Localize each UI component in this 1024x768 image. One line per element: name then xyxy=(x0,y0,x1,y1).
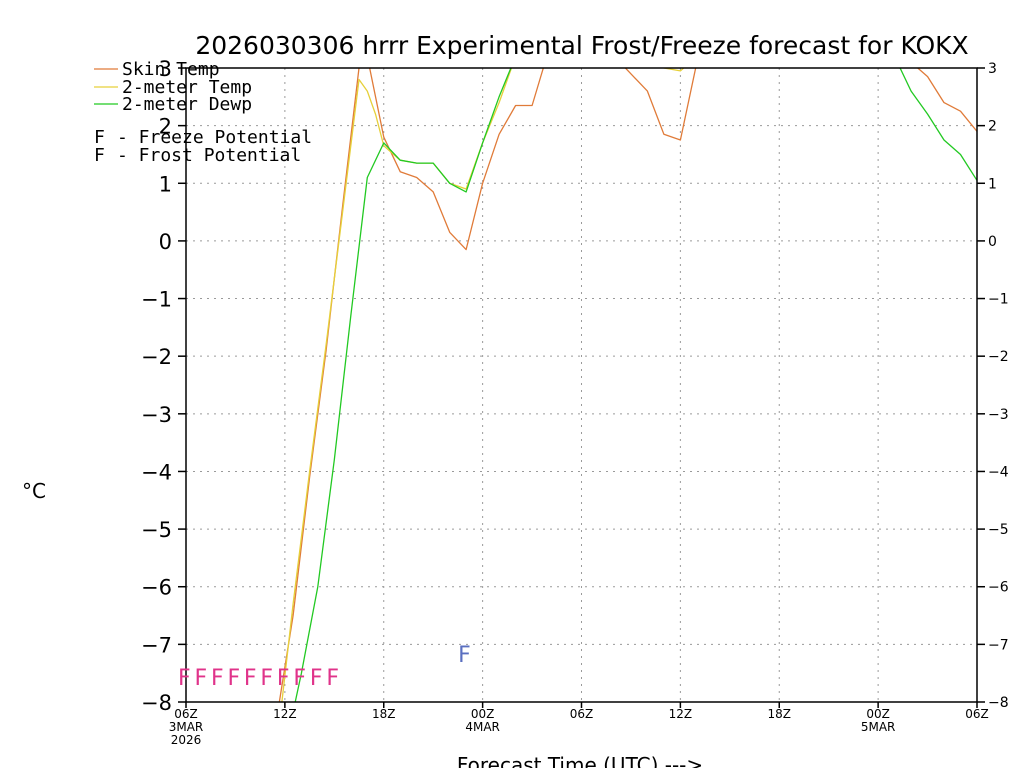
x-tick-sublabel: 4MAR xyxy=(465,720,500,734)
x-tick-label: 18Z xyxy=(372,707,396,721)
legend-frost-label: - Frost Potential xyxy=(117,145,301,166)
y-tick-label-right: 1 xyxy=(988,176,997,192)
y-axis-label: °C xyxy=(22,479,46,503)
x-tick-label: 00Z xyxy=(866,707,890,721)
legend-label-2m-dewp: 2-meter Dewp xyxy=(122,94,252,115)
series-line-2-meter-dewp xyxy=(294,68,977,702)
y-tick-label-left: −7 xyxy=(141,633,172,657)
freeze-marker: F xyxy=(277,666,290,691)
y-tick-label-left: −6 xyxy=(141,576,172,600)
legend-freeze-letter: F xyxy=(94,127,105,148)
y-tick-label-left: −8 xyxy=(141,691,172,715)
y-tick-label-left: −4 xyxy=(141,460,172,484)
freeze-marker: F xyxy=(310,666,323,691)
y-tick-label-left: 1 xyxy=(159,172,172,196)
y-tick-label-right: −5 xyxy=(988,522,1009,538)
x-tick-label: 06Z xyxy=(965,707,989,721)
y-tick-label-right: −3 xyxy=(988,407,1009,423)
potential-markers: F F F F F F F F F FF xyxy=(178,643,471,691)
frost-marker: F xyxy=(458,643,471,668)
y-tick-label-right: −8 xyxy=(988,695,1009,711)
series-group xyxy=(278,68,977,702)
y-tick-label-left: 2 xyxy=(159,115,172,139)
freeze-marker: F xyxy=(194,666,207,691)
x-tick-sublabel: 2026 xyxy=(171,733,202,747)
y-tick-label-left: −2 xyxy=(141,345,172,369)
freeze-marker: F xyxy=(178,666,191,691)
y-tick-label-right: 3 xyxy=(988,61,997,77)
y-axis-ticks: −8 −8 −7 −7 −6 −6 −5 −5 −4 −4 −3 −3 −2 −2 −1 −1 0 0 1 1 2 2 3 3 xyxy=(141,57,1009,715)
y-tick-label-right: 0 xyxy=(988,234,997,250)
legend-label-skin-temp: Skin Temp xyxy=(122,59,220,80)
y-tick-label-right: −1 xyxy=(988,292,1009,308)
x-tick-label: 06Z xyxy=(570,707,594,721)
freeze-marker: F xyxy=(293,666,306,691)
y-tick-label-left: −1 xyxy=(141,288,172,312)
chart-title: 2026030306 hrrr Experimental Frost/Freez… xyxy=(195,31,968,60)
y-tick-label-left: 3 xyxy=(159,57,172,81)
y-tick-label-right: 2 xyxy=(988,119,997,135)
freeze-marker: F xyxy=(244,666,257,691)
legend: Skin Temp 2-meter Temp 2-meter Dewp F - … xyxy=(94,59,312,166)
y-tick-label-right: −2 xyxy=(988,349,1009,365)
y-tick-label-left: 0 xyxy=(159,230,172,254)
y-tick-label-right: −7 xyxy=(988,637,1009,653)
x-axis-label: Forecast Time (UTC) ---> xyxy=(457,753,703,768)
legend-label-2m-temp: 2-meter Temp xyxy=(122,77,252,98)
y-tick-label-right: −4 xyxy=(988,464,1009,480)
x-tick-label: 12Z xyxy=(273,707,297,721)
x-tick-sublabel: 5MAR xyxy=(861,720,896,734)
x-tick-label: 12Z xyxy=(669,707,693,721)
series-line-skin-temp xyxy=(278,68,977,702)
x-tick-sublabel: 3MAR xyxy=(169,720,204,734)
freeze-marker: F xyxy=(227,666,240,691)
y-tick-label-right: −6 xyxy=(988,580,1009,596)
freeze-marker: F xyxy=(260,666,273,691)
freeze-marker: F xyxy=(211,666,224,691)
legend-frost-letter: F xyxy=(94,145,105,166)
legend-freeze-label: - Freeze Potential xyxy=(117,127,312,148)
x-tick-label: 06Z xyxy=(174,707,198,721)
freeze-marker: F xyxy=(326,666,339,691)
x-tick-label: 18Z xyxy=(768,707,792,721)
y-tick-label-left: −5 xyxy=(141,518,172,542)
x-tick-label: 00Z xyxy=(471,707,495,721)
y-tick-label-left: −3 xyxy=(141,403,172,427)
